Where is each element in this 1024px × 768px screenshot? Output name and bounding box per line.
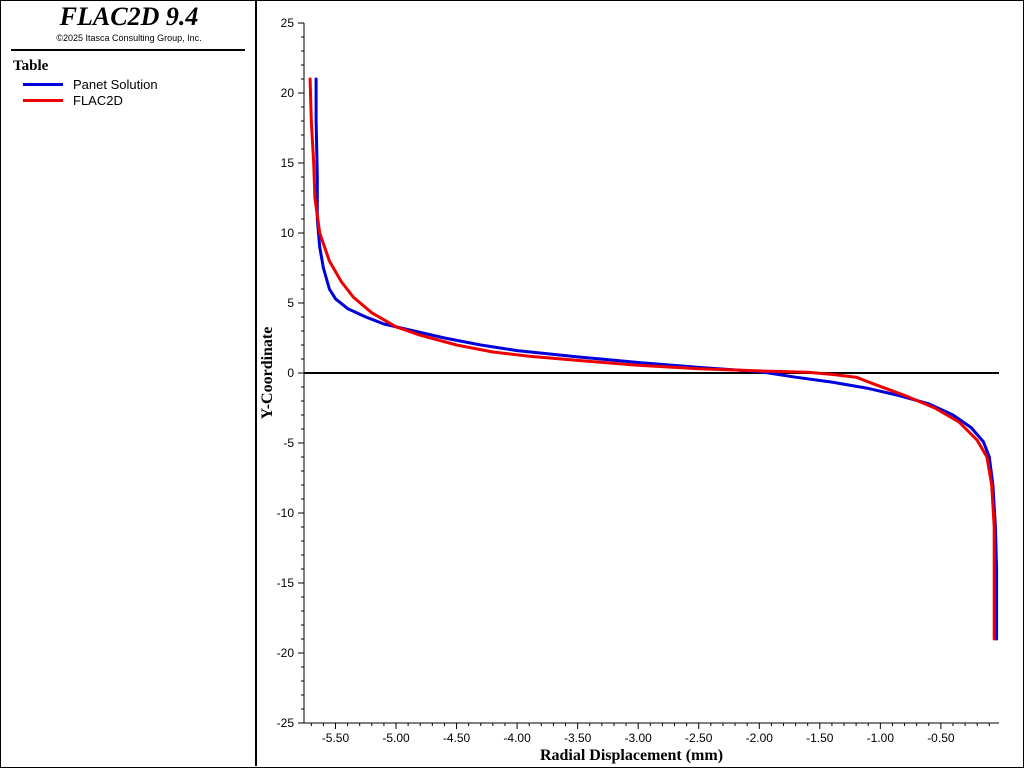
x-tick-label: -1.00: [867, 731, 895, 745]
y-tick-label: 0: [287, 366, 294, 380]
series-line-panet: [314, 77, 999, 641]
x-tick-label: -1.50: [806, 731, 834, 745]
x-axis-title: Radial Displacement (mm): [540, 747, 723, 764]
y-tick-label: -10: [277, 506, 295, 520]
copyright-text: ©2025 Itasca Consulting Group, Inc.: [56, 33, 202, 43]
title-divider: [11, 49, 245, 51]
x-tick-label: -2.00: [746, 731, 774, 745]
y-tick-label: -20: [277, 646, 295, 660]
x-tick-label: -3.00: [625, 731, 653, 745]
x-tick-label: -5.50: [322, 731, 350, 745]
legend-panel: FLAC2D 9.4 ©2025 Itasca Consulting Group…: [1, 1, 257, 766]
x-tick-label: -2.50: [685, 731, 713, 745]
x-tick-label: -3.50: [564, 731, 592, 745]
y-tick-label: -25: [277, 716, 295, 730]
legend-swatch-panet: [23, 83, 63, 86]
y-tick-label: 10: [281, 226, 295, 240]
series-line-flac2d: [308, 77, 996, 641]
y-tick-label: -5: [283, 436, 294, 450]
chart-area: 25 20 15 10 5 0 -5 -10 -15 -20 -25 -5.50 -5.00 -4.50 -…: [259, 16, 999, 764]
x-tick-label: -0.50: [927, 731, 955, 745]
y-tick-label: 5: [287, 296, 294, 310]
y-tick-label: 15: [281, 156, 295, 170]
y-tick-label: -15: [277, 576, 295, 590]
legend-swatch-flac2d: [23, 99, 63, 102]
y-tick-label: 25: [281, 16, 295, 30]
legend-title: Table: [13, 58, 49, 74]
y-tick-label: 20: [281, 86, 295, 100]
x-tick-label: -5.00: [382, 731, 410, 745]
app-title: FLAC2D 9.4: [59, 2, 199, 31]
x-tick-label: -4.00: [503, 731, 531, 745]
y-axis-title: Y-Coordinate: [259, 327, 276, 420]
legend-label-panet: Panet Solution: [73, 77, 158, 92]
x-tick-label: -4.50: [443, 731, 471, 745]
legend-label-flac2d: FLAC2D: [73, 93, 123, 108]
